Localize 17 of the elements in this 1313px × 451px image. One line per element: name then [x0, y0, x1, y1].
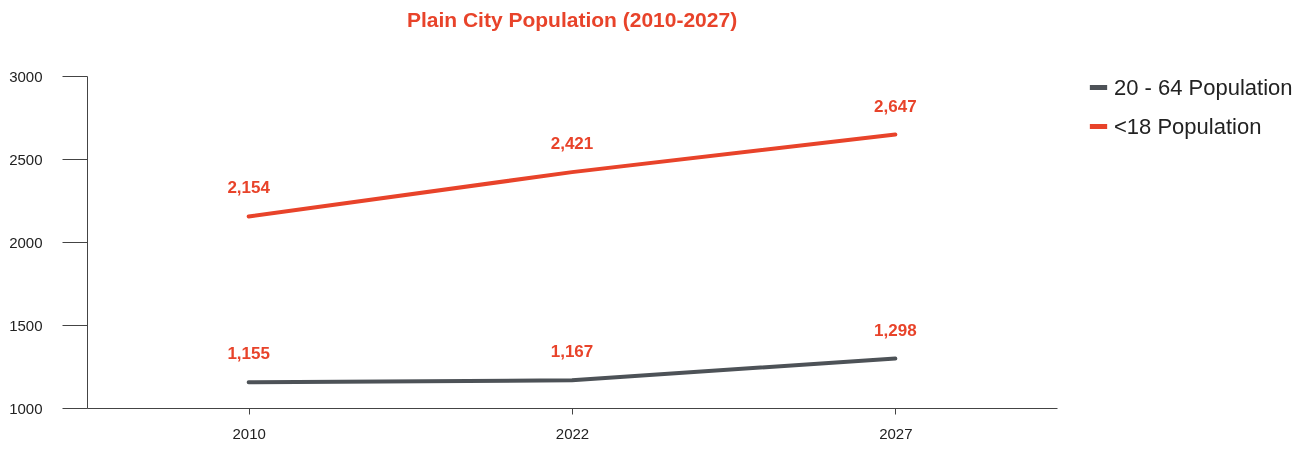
y-tick-label: 2000: [9, 233, 43, 251]
chart-title: Plain City Population (2010-2027): [406, 8, 738, 31]
data-label: 1,298: [874, 320, 917, 340]
y-tick-label: 2500: [9, 150, 43, 168]
data-label: 2,647: [874, 96, 917, 116]
x-tick-label: 2027: [879, 424, 913, 442]
y-tick-label: 3000: [9, 67, 43, 85]
data-label: 1,167: [550, 342, 594, 362]
x-tick-label: 2022: [555, 424, 590, 442]
data-label: 2,421: [550, 134, 594, 154]
legend-label: <18 Population: [1114, 113, 1262, 139]
y-tick-label: 1500: [9, 316, 43, 334]
x-tick-label: 2010: [232, 424, 266, 442]
legend-label: 20 - 64 Population: [1114, 74, 1293, 100]
data-label: 2,154: [227, 178, 271, 198]
data-label: 1,155: [227, 344, 270, 364]
y-tick-label: 1000: [9, 399, 43, 417]
